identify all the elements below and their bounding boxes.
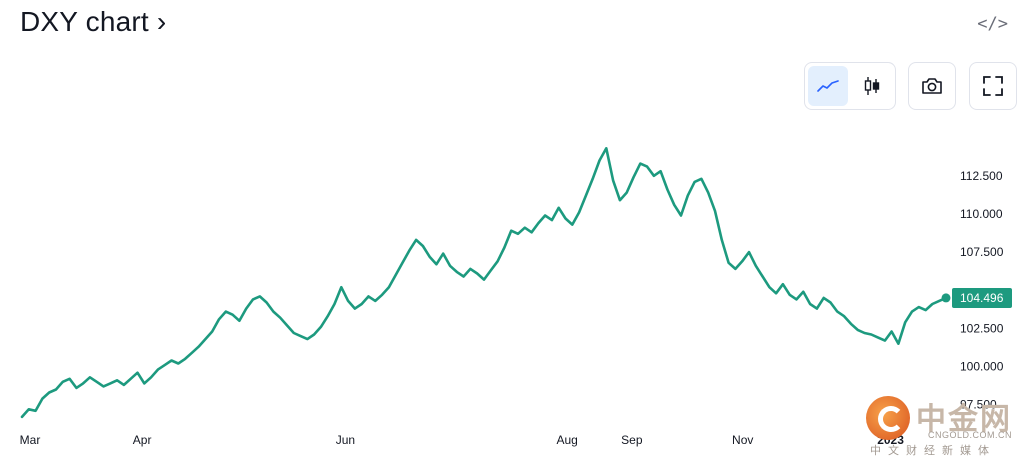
watermark-name: 中金网 — [916, 402, 1012, 437]
y-tick-label: 100.000 — [960, 360, 1004, 374]
candlestick-button[interactable] — [852, 66, 892, 106]
x-tick-label: Jun — [336, 433, 355, 447]
chart-type-toggle — [804, 62, 896, 110]
embed-code-icon[interactable]: </> — [977, 14, 1008, 34]
cngold-logo-icon — [866, 396, 910, 440]
fullscreen-button[interactable] — [969, 62, 1017, 110]
line-chart-button[interactable] — [808, 66, 848, 106]
x-tick-label: Nov — [732, 433, 753, 447]
y-tick-label: 110.000 — [960, 207, 1003, 221]
y-tick-label: 107.500 — [960, 245, 1004, 259]
last-value-badge: 104.496 — [952, 287, 1012, 308]
watermark: 中金网 CNGOLD.COM.CN 中文财经新媒体 — [866, 394, 1016, 460]
x-tick-label: Apr — [133, 433, 152, 447]
chart-title[interactable]: DXY chart › — [20, 6, 167, 37]
y-tick-label: 102.500 — [960, 321, 1004, 335]
series-line — [20, 147, 948, 419]
y-tick-label: 112.500 — [960, 169, 1003, 183]
x-tick-label: Aug — [556, 433, 577, 447]
watermark-domain: CNGOLD.COM.CN — [928, 430, 1013, 440]
snapshot-button[interactable] — [908, 62, 956, 110]
candlestick-icon — [864, 77, 880, 95]
watermark-subtitle: 中文财经新媒体 — [870, 444, 996, 457]
last-point — [941, 293, 951, 303]
x-tick-label: Mar — [20, 433, 41, 447]
last-value-label: 104.496 — [960, 291, 1004, 305]
fullscreen-icon — [983, 76, 1003, 96]
camera-icon — [922, 78, 942, 94]
line-chart-icon — [817, 80, 839, 92]
x-tick-label: Sep — [621, 433, 643, 447]
y-tick-label: 97.500 — [960, 398, 997, 412]
